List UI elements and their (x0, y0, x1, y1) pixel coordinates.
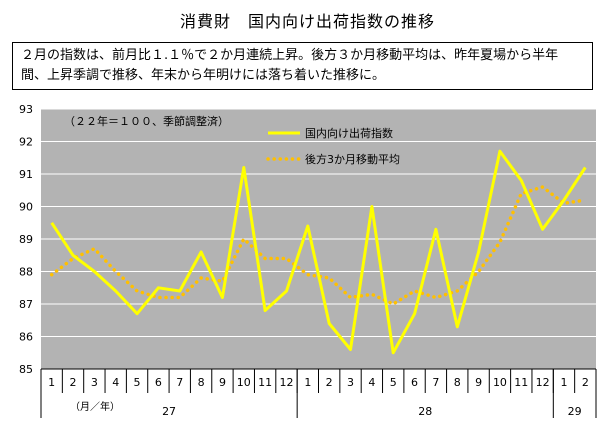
x-tick-label: 12 (279, 376, 293, 389)
legend-label-index: 国内向け出荷指数 (305, 126, 393, 140)
x-tick-label: 7 (176, 376, 183, 389)
y-axis-ticks: 85 86 87 88 89 90 91 92 93 (19, 103, 33, 376)
x-tick-label: 6 (155, 376, 162, 389)
x-unit-label: （月／年） (70, 400, 120, 413)
x-tick-label: 9 (219, 376, 226, 389)
grid-lines (41, 108, 596, 337)
x-axis: 1 2 3 4 5 6 7 8 9 10 11 12 1 2 3 4 5 6 7 8 9 10 11 12 1 227 28 29 (40, 368, 597, 418)
x-tick-label: 9 (475, 376, 482, 389)
series-line-moving-avg (49, 185, 588, 306)
x-tick-label: 2 (70, 376, 77, 389)
x-tick-label: 7 (432, 376, 439, 389)
x-tick-label: 12 (536, 376, 550, 389)
x-tick-label: 6 (411, 376, 418, 389)
x-tick-label: 11 (258, 376, 272, 389)
x-tick-label: 1 (304, 376, 311, 389)
chart-title: 消費財 国内向け出荷指数の推移 (179, 12, 435, 31)
x-tick-label: 1 (560, 376, 567, 389)
x-tick-label: 4 (112, 376, 119, 389)
x-tick-label: 2 (582, 376, 589, 389)
x-tick-label: 11 (514, 376, 528, 389)
series-line-index (50, 149, 587, 355)
x-tick-label: 2 (326, 376, 333, 389)
legend: 国内向け出荷指数 後方3か月移動平均 (266, 126, 400, 166)
x-tick-label: 4 (368, 376, 375, 389)
y-tick-label: 87 (19, 298, 33, 311)
y-tick-label: 92 (19, 136, 33, 149)
year-label: 29 (568, 405, 582, 418)
y-tick-label: 85 (19, 363, 33, 376)
y-tick-label: 88 (19, 266, 33, 279)
x-tick-label: 1 (48, 376, 55, 389)
x-tick-label: 10 (237, 376, 251, 389)
y-tick-label: 93 (19, 103, 33, 116)
x-tick-label: 5 (390, 376, 397, 389)
series-lines (49, 149, 588, 355)
legend-label-moving-avg: 後方3か月移動平均 (305, 152, 400, 166)
scale-note: （２２年＝１００、季節調整済） (64, 114, 229, 128)
x-tick-label: 5 (134, 376, 141, 389)
x-tick-label: 3 (91, 376, 98, 389)
year-label: 28 (418, 405, 432, 418)
year-label: 27 (162, 405, 176, 418)
x-tick-label: 8 (198, 376, 205, 389)
summary-box: ２月の指数は、前月比１.１％で２か月連続上昇。後方３か月移動平均は、昨年夏場から… (12, 42, 593, 90)
x-tick-label: 8 (454, 376, 461, 389)
y-tick-label: 90 (19, 201, 33, 214)
y-tick-label: 91 (19, 168, 33, 181)
x-tick-label: 10 (493, 376, 507, 389)
y-tick-label: 89 (19, 233, 33, 246)
x-tick-label: 3 (347, 376, 354, 389)
y-tick-label: 86 (19, 331, 33, 344)
